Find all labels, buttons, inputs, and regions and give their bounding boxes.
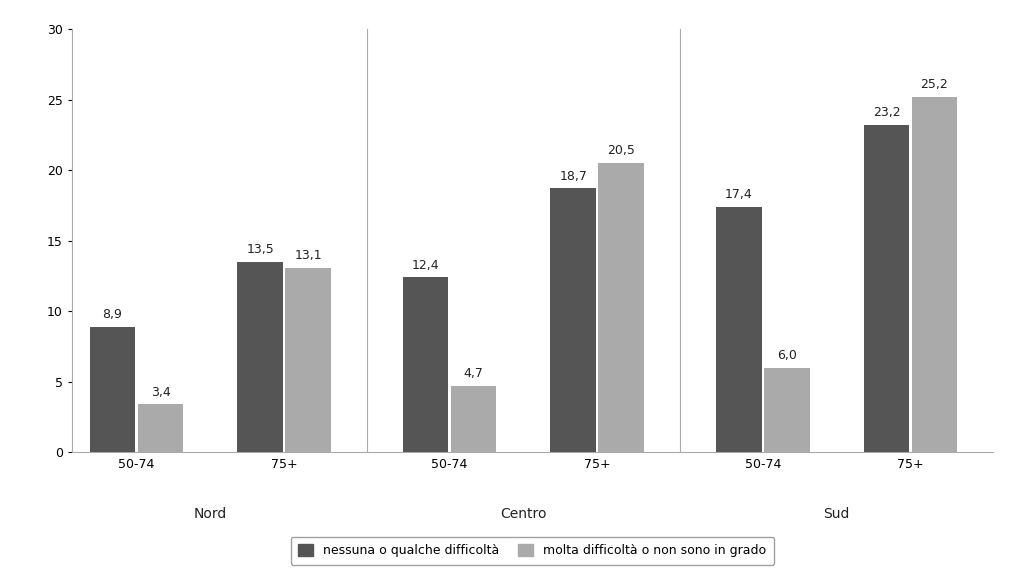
Bar xyxy=(90,327,135,452)
Text: 25,2: 25,2 xyxy=(921,78,948,91)
Text: 20,5: 20,5 xyxy=(607,144,635,157)
Bar xyxy=(911,97,957,452)
Bar xyxy=(402,277,449,452)
Bar xyxy=(137,404,183,452)
Bar xyxy=(598,163,644,452)
Bar xyxy=(286,267,331,452)
Bar xyxy=(863,125,909,452)
Text: 4,7: 4,7 xyxy=(464,367,483,380)
Text: 23,2: 23,2 xyxy=(872,106,900,119)
Bar xyxy=(764,368,810,452)
Text: 13,1: 13,1 xyxy=(294,249,322,262)
Bar xyxy=(716,207,762,452)
Bar xyxy=(238,262,283,452)
Text: Sud: Sud xyxy=(823,508,850,521)
Text: 8,9: 8,9 xyxy=(102,308,123,321)
Text: 17,4: 17,4 xyxy=(725,188,753,201)
Text: 12,4: 12,4 xyxy=(412,259,439,272)
Text: 18,7: 18,7 xyxy=(559,170,587,183)
Bar xyxy=(551,188,596,452)
Text: Nord: Nord xyxy=(194,508,227,521)
Text: 3,4: 3,4 xyxy=(151,386,170,399)
Text: Centro: Centro xyxy=(501,508,547,521)
Text: 13,5: 13,5 xyxy=(246,243,274,256)
Legend: nessuna o qualche difficoltà, molta difficoltà o non sono in grado: nessuna o qualche difficoltà, molta diff… xyxy=(291,536,774,565)
Text: 6,0: 6,0 xyxy=(777,349,797,362)
Bar xyxy=(451,386,497,452)
